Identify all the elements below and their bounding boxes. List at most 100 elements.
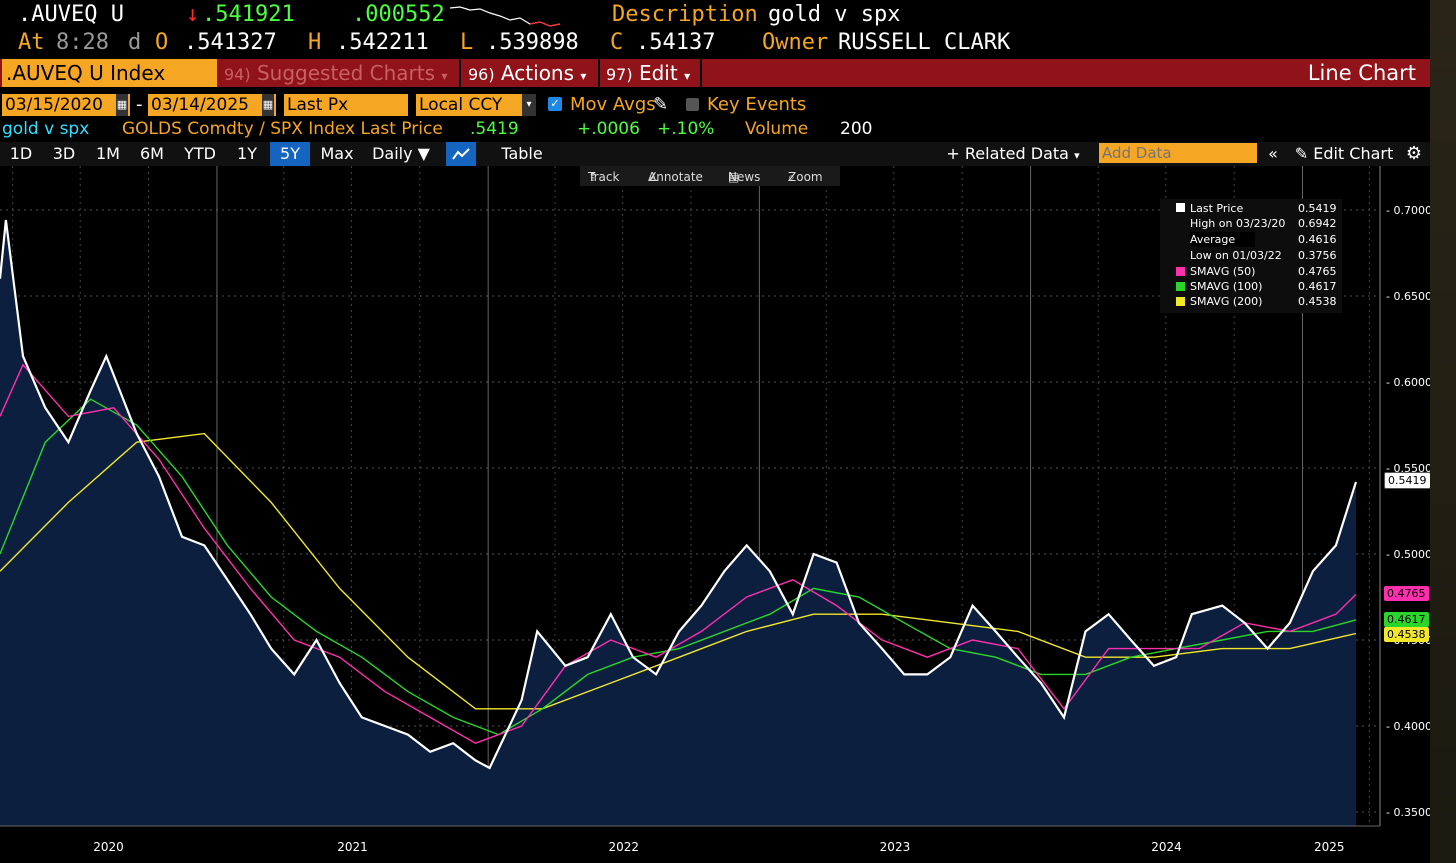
- security-name: gold v spx: [2, 119, 90, 139]
- calendar-icon: ▦: [116, 94, 128, 116]
- y-tick-label: - 0.6000: [1386, 376, 1430, 389]
- chevron-down-icon: ▾: [441, 69, 448, 83]
- magnifier-icon: ⌕: [788, 170, 795, 184]
- annotate-icon: ∠: [648, 170, 659, 184]
- legend-swatch-sma200: [1176, 297, 1185, 306]
- suggested-charts-label: Suggested Charts: [256, 61, 436, 85]
- high-label: H: [308, 30, 322, 55]
- edit-label: Edit: [638, 61, 678, 85]
- period-3d[interactable]: 3D: [52, 144, 76, 163]
- chart-legend[interactable]: Last Price 0.5419 High on 03/23/20 0.694…: [1160, 199, 1342, 313]
- period-5y[interactable]: 5Y: [270, 142, 310, 166]
- legend-label-sma200: SMAVG (200): [1190, 295, 1263, 308]
- frequency-select[interactable]: Daily ▼: [372, 144, 430, 163]
- menu-divider: [459, 59, 461, 87]
- period-ytd[interactable]: YTD: [184, 144, 216, 163]
- sma200-tag: 0.4538: [1384, 627, 1429, 642]
- period-1y[interactable]: 1Y: [237, 144, 257, 163]
- chevron-down-icon: ▾: [580, 69, 587, 83]
- legend-label-high: High on 03/23/20: [1190, 217, 1286, 230]
- open-value: .541327: [184, 30, 277, 55]
- menu-divider: [700, 59, 702, 87]
- x-tick-label: 2024: [1151, 840, 1182, 854]
- sma100-line: [0, 398, 1357, 736]
- end-date-value: 03/14/2025: [151, 95, 249, 115]
- date-range-dash: -: [136, 94, 143, 115]
- legend-value-low: 0.3756: [1298, 249, 1337, 262]
- currency-value: Local CCY: [419, 95, 503, 115]
- cursor-icon: ⇡: [588, 170, 599, 184]
- legend-label-sma50: SMAVG (50): [1190, 265, 1256, 278]
- collapse-icon[interactable]: «: [1268, 144, 1278, 163]
- calendar-icon: ▦: [262, 94, 274, 116]
- low-value: .539898: [486, 30, 579, 55]
- start-date-value: 03/15/2020: [5, 95, 103, 115]
- price-line: [0, 219, 1358, 770]
- table-button[interactable]: Table: [501, 144, 543, 163]
- x-tick-label: 2022: [608, 840, 639, 854]
- volume-value: 200: [840, 119, 873, 139]
- period-1m[interactable]: 1M: [96, 144, 120, 163]
- period-max[interactable]: Max: [320, 144, 354, 163]
- chart-area[interactable]: - 0.7000 - 0.6500 - 0.6000 - 0.5500 - 0.5000…: [0, 166, 1430, 863]
- security-formula: GOLDS Comdty / SPX Index Last Price: [122, 119, 443, 139]
- x-tick-label: 2025: [1314, 840, 1345, 854]
- edit-chart-button[interactable]: ✎ Edit Chart: [1290, 142, 1398, 166]
- line-chart-icon[interactable]: [446, 142, 476, 166]
- y-tick-label: - 0.3500: [1386, 806, 1430, 819]
- edit-number: 97): [606, 65, 633, 84]
- low-label: L: [460, 30, 474, 55]
- description-value: gold v spx: [768, 2, 901, 27]
- gear-icon[interactable]: ⚙: [1405, 143, 1423, 164]
- sparkline-icon: [450, 6, 561, 27]
- x-tick-label: 2021: [337, 840, 368, 854]
- open-label: O: [155, 30, 169, 55]
- legend-swatch-last: [1176, 203, 1185, 212]
- legend-value-high: 0.6942: [1298, 217, 1337, 230]
- last-price-tag: 0.5419: [1384, 472, 1431, 489]
- edit-chart-label: Edit Chart: [1313, 144, 1394, 163]
- x-tick-label: 2020: [93, 840, 124, 854]
- abs-change: +.0006: [577, 119, 640, 139]
- end-date-field[interactable]: 03/14/2025 ▦: [148, 94, 276, 116]
- sma50-tag: 0.4765: [1384, 586, 1429, 601]
- period-6m[interactable]: 6M: [140, 144, 164, 163]
- key-events-checkbox[interactable]: [686, 98, 699, 111]
- at-label: At: [18, 30, 45, 55]
- legend-swatch-sma50: [1176, 267, 1185, 276]
- related-data-menu[interactable]: + Related Data ▾: [940, 142, 1086, 166]
- legend-value-average: 0.4616: [1298, 233, 1337, 246]
- index-tab[interactable]: .AUVEQ U Index: [2, 59, 217, 87]
- chart-tools: ⇡ Track ∠ Annotate ▤ News ⌕ Zoom: [580, 166, 840, 186]
- period-1d[interactable]: 1D: [9, 144, 33, 163]
- y-tick-label: - 0.7000: [1386, 204, 1430, 217]
- sma50-line: [0, 363, 1357, 744]
- actions-number: 96): [468, 65, 495, 84]
- key-events-label: Key Events: [707, 94, 807, 115]
- time-value: 8:28: [56, 30, 109, 55]
- chevron-down-icon: ▾: [522, 94, 536, 116]
- actions-menu[interactable]: 96) Actions ▾: [468, 59, 586, 87]
- legend-value-sma50: 0.4765: [1298, 265, 1337, 278]
- d-label: d: [128, 30, 142, 55]
- mov-avgs-checkbox[interactable]: ✓: [548, 97, 562, 111]
- menu-divider: [598, 59, 600, 87]
- price-field-select[interactable]: Last Px: [284, 94, 408, 116]
- close-value: .54137: [636, 30, 716, 55]
- close-label: C: [610, 30, 624, 55]
- ticker: .AUVEQ U: [18, 2, 124, 27]
- add-data-input[interactable]: [1099, 143, 1257, 163]
- edit-menu[interactable]: 97) Edit ▾: [606, 59, 690, 87]
- owner-label: Owner: [762, 30, 829, 55]
- legend-value-sma200: 0.4538: [1298, 295, 1337, 308]
- legend-label-low: Low on 01/03/22: [1190, 249, 1282, 262]
- owner-value: RUSSELL CLARK: [838, 30, 1011, 55]
- currency-select[interactable]: Local CCY ▾: [416, 94, 536, 116]
- legend-label-last: Last Price: [1190, 202, 1244, 215]
- pencil-icon[interactable]: ✎: [653, 94, 669, 115]
- suggested-charts-menu[interactable]: 94) Suggested Charts ▾: [224, 59, 447, 87]
- mov-avgs-label: Mov Avgs: [570, 94, 656, 115]
- window-edge: [1430, 0, 1456, 863]
- security-value: .5419: [470, 119, 519, 139]
- start-date-field[interactable]: 03/15/2020 ▦: [2, 94, 130, 116]
